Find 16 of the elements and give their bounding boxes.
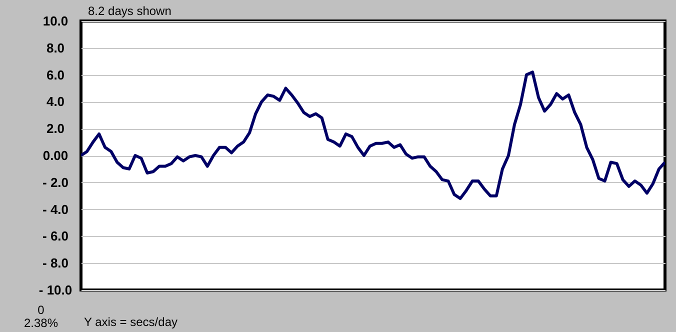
y-tick-label: 2.0 <box>46 121 65 136</box>
y-tick-label: 0.00 <box>42 148 68 163</box>
y-tick-label: 10.0 <box>42 14 68 28</box>
text: 2.38% <box>24 316 58 330</box>
y-tick-label: - 8.0 <box>42 256 69 271</box>
chart-title: 8.2 days shown <box>88 4 172 18</box>
line-series <box>81 70 665 200</box>
text: 0 <box>38 303 45 317</box>
y-tick-label: 8.0 <box>46 40 65 56</box>
text: Y axis = secs/day <box>84 315 178 329</box>
y-tick-label: 6.0 <box>46 67 65 82</box>
y-tick-label: - 2.0 <box>42 174 69 190</box>
y-tick-label: - 6.0 <box>42 228 69 244</box>
y-tick-label: - 4.0 <box>42 202 69 217</box>
y-tick-label: 4.0 <box>46 94 65 110</box>
y-tick-label: - 10.0 <box>38 282 72 298</box>
